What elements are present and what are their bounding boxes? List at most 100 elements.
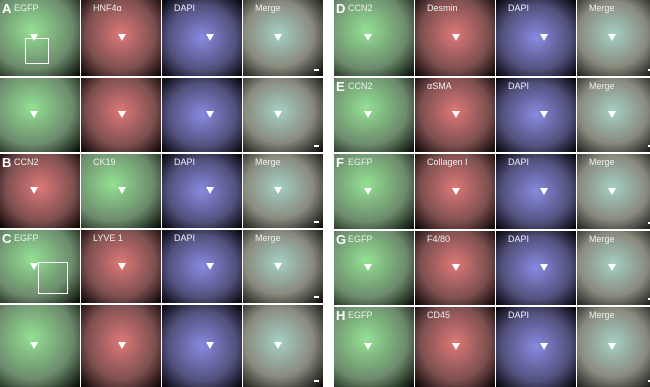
micrograph [162, 0, 242, 76]
arrowhead [608, 34, 616, 42]
panel-letter: E [336, 79, 345, 94]
channel-label: Merge [589, 234, 615, 244]
arrowhead [364, 187, 372, 195]
channel-label: DAPI [174, 3, 196, 13]
arrowhead [274, 262, 282, 270]
channel-label: DAPI [508, 81, 530, 91]
arrowhead [452, 343, 460, 350]
arrowhead [30, 341, 38, 349]
channel-label: LYVE 1 [93, 233, 123, 243]
channel-label: DAPI [174, 157, 196, 167]
channel-label: Merge [255, 233, 281, 243]
arrowhead [608, 187, 616, 195]
arrowhead [206, 34, 214, 42]
arrowhead [206, 262, 214, 270]
channel-label: Merge [255, 3, 281, 13]
channel-label: Desmin [427, 3, 458, 13]
arrowhead [30, 262, 38, 270]
micrograph [496, 307, 576, 387]
channel-label: Merge [589, 310, 615, 320]
arrowhead [118, 262, 126, 270]
arrowhead [452, 264, 460, 272]
micrograph [0, 305, 80, 387]
arrowhead [540, 34, 548, 42]
arrowhead [30, 187, 38, 195]
micrograph [243, 154, 323, 228]
scale-bar [313, 145, 319, 147]
zoom-box [25, 38, 49, 64]
arrowhead [274, 187, 282, 195]
micrograph [0, 78, 80, 152]
scale-bar [313, 296, 319, 298]
arrowhead [118, 111, 126, 119]
arrowhead [274, 341, 282, 349]
channel-label: EGFP [14, 233, 39, 243]
arrowhead [118, 34, 126, 42]
scale-bar [313, 221, 319, 223]
micrograph [496, 0, 576, 76]
scale-bar [647, 145, 650, 147]
micrograph [334, 154, 414, 229]
arrowhead [30, 111, 38, 119]
micrograph [162, 154, 242, 228]
micrograph [162, 305, 242, 387]
arrowhead [608, 343, 616, 350]
channel-label: DAPI [174, 233, 196, 243]
channel-label: EGFP [348, 234, 373, 244]
channel-label: DAPI [508, 310, 530, 320]
arrowhead [364, 343, 372, 350]
arrowhead [364, 34, 372, 42]
micrograph [162, 78, 242, 152]
arrowhead [540, 343, 548, 350]
arrowhead [206, 187, 214, 195]
arrowhead [452, 34, 460, 42]
arrowhead [540, 111, 548, 119]
micrograph [243, 0, 323, 76]
arrowhead [452, 111, 460, 119]
scale-bar [647, 69, 650, 71]
channel-label: DAPI [508, 234, 530, 244]
arrowhead [118, 187, 126, 195]
arrowhead [608, 264, 616, 272]
channel-label: HNF4α [93, 3, 122, 13]
channel-label: Merge [589, 157, 615, 167]
micrograph [334, 307, 414, 387]
channel-label: CCN2 [348, 3, 373, 13]
micrograph [162, 230, 242, 303]
channel-label: αSMA [427, 81, 452, 91]
scale-bar [647, 222, 650, 224]
arrowhead [274, 34, 282, 42]
arrowhead [364, 264, 372, 272]
channel-label: Collagen I [427, 157, 468, 167]
micrograph [243, 230, 323, 303]
panel-letter: H [336, 308, 346, 323]
channel-label: F4/80 [427, 234, 451, 244]
arrowhead [364, 111, 372, 119]
arrowhead [206, 341, 214, 349]
arrowhead [274, 111, 282, 119]
channel-label: EGFP [348, 310, 373, 320]
panel-letter: F [336, 155, 344, 170]
panel-letter: C [2, 231, 12, 246]
micrograph [243, 78, 323, 152]
arrowhead [118, 341, 126, 349]
arrowhead [30, 34, 38, 42]
panel-letter: B [2, 155, 12, 170]
channel-label: CK19 [93, 157, 116, 167]
micrograph [496, 78, 576, 152]
arrowhead [608, 111, 616, 119]
channel-label: DAPI [508, 3, 530, 13]
channel-label: EGFP [14, 3, 39, 13]
micrograph [243, 305, 323, 387]
channel-label: DAPI [508, 157, 530, 167]
arrowhead [540, 187, 548, 195]
panel-letter: A [2, 1, 12, 16]
scale-bar [313, 69, 319, 71]
arrowhead [206, 111, 214, 119]
channel-label: Merge [255, 157, 281, 167]
channel-label: EGFP [348, 157, 373, 167]
arrowhead [452, 187, 460, 195]
channel-label: CCN2 [14, 157, 39, 167]
scale-bar [647, 380, 650, 382]
